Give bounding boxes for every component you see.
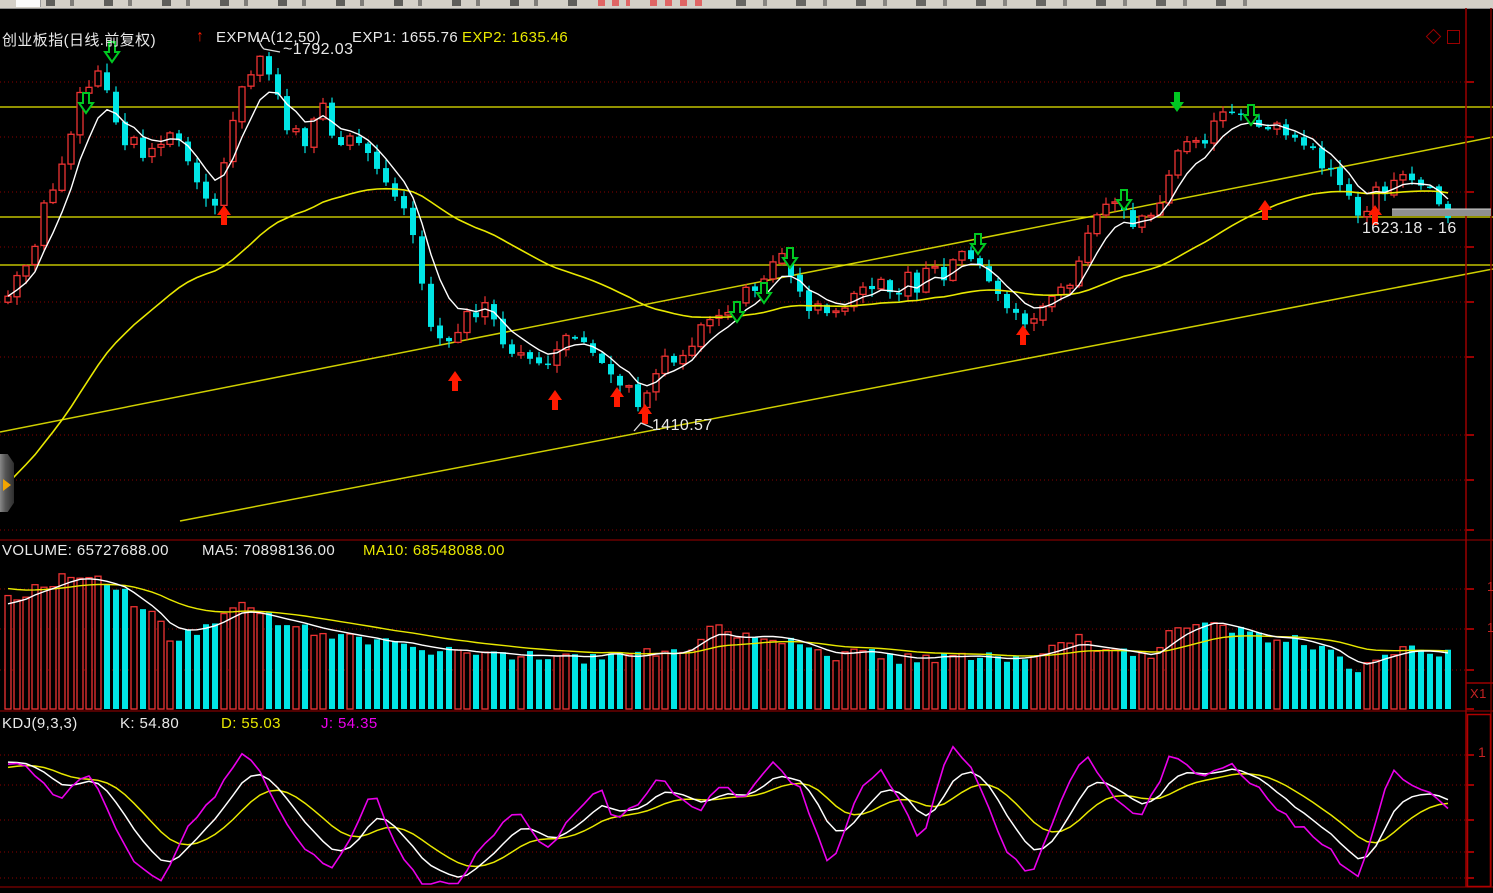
- volume-ma5-value: MA5: 70898136.00: [202, 542, 336, 559]
- menu-system-icon[interactable]: [16, 0, 41, 7]
- volume-panel[interactable]: [0, 540, 1493, 711]
- kdj-panel[interactable]: [0, 711, 1493, 887]
- high-price-label: ~1792.03: [283, 41, 354, 58]
- volume-ma10-value: MA10: 68548088.00: [363, 542, 505, 559]
- expand-arrow-icon[interactable]: [3, 479, 11, 491]
- up-arrow-icon: ↑: [196, 28, 205, 45]
- menu-items-fragment[interactable]: [46, 0, 586, 6]
- kdj-k-value: K: 54.80: [120, 715, 180, 732]
- menu-bar-clipped[interactable]: [0, 0, 1493, 9]
- symbol-title: 创业板指(日线.前复权): [2, 32, 156, 49]
- index-quote-red-fragment[interactable]: [598, 0, 630, 6]
- index-quote-red-fragment-2[interactable]: [650, 0, 704, 6]
- kdj-d-value: D: 55.03: [221, 715, 281, 732]
- indicator-name: EXPMA(12,50): [216, 29, 321, 46]
- kdj-j-value: J: 54.35: [321, 715, 378, 732]
- exp1-value: EXP1: 1655.76: [352, 29, 459, 46]
- kdj-axis-clipped-label: 1: [1478, 744, 1487, 760]
- low-price-label: 1410.57: [652, 417, 713, 434]
- exp2-value: EXP2: 1635.46: [462, 29, 569, 46]
- window-icon[interactable]: [1447, 30, 1460, 44]
- last-price-label: 1623.18 - 16: [1362, 220, 1457, 237]
- menu-items-fragment-right[interactable]: [736, 0, 1256, 6]
- main-price-panel[interactable]: [0, 8, 1493, 540]
- kdj-indicator-name: KDJ(9,3,3): [2, 715, 78, 732]
- x1-axis-label: X1: [1470, 686, 1487, 701]
- vol-axis-clipped-label-2: 1: [1487, 620, 1493, 635]
- vol-axis-clipped-label-1: 1: [1487, 579, 1493, 594]
- volume-value: VOLUME: 65727688.00: [2, 542, 169, 559]
